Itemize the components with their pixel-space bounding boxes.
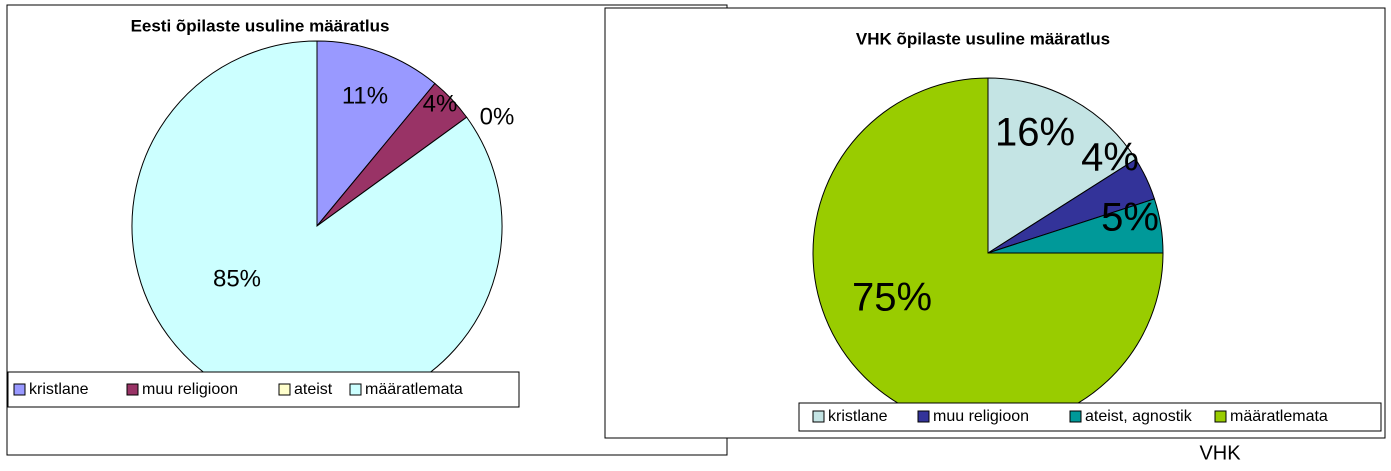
data-label: 16% <box>995 111 1075 155</box>
pie <box>812 77 1164 403</box>
pie <box>131 40 503 372</box>
legend-box <box>7 371 520 408</box>
legend-label: määratlemata <box>1230 408 1328 425</box>
legend-label: ateist, agnostik <box>1085 408 1193 425</box>
legend-label: ateist <box>294 381 333 398</box>
legend-label: muu religioon <box>933 408 1029 425</box>
data-label: 75% <box>852 276 932 320</box>
pie-slice <box>316 40 436 228</box>
pie-slice <box>131 40 503 372</box>
legend-label: määratlemata <box>365 381 463 398</box>
data-label: 11% <box>342 82 388 109</box>
data-label: 0% <box>480 103 515 130</box>
data-label: 4% <box>423 90 458 117</box>
pie-slice <box>812 77 1164 403</box>
legend-swatch <box>1069 410 1082 423</box>
chart-title: Eesti õpilaste usuline määratlus <box>131 16 390 35</box>
pie-slice <box>987 77 1137 254</box>
legend-label: muu religioon <box>142 381 238 398</box>
legend-swatch <box>349 383 362 396</box>
caption: VHK <box>1199 442 1241 464</box>
legend-swatch <box>13 383 26 396</box>
legend-swatch <box>278 383 291 396</box>
legend-swatch <box>812 410 825 423</box>
legend-swatch <box>917 410 930 423</box>
data-label: 4% <box>1081 136 1139 180</box>
legend-box <box>798 402 1382 432</box>
data-label: 85% <box>213 265 261 292</box>
legend-label: kristlane <box>29 381 89 398</box>
chart-title: VHK õpilaste usuline määratlus <box>856 29 1110 48</box>
data-label: 5% <box>1101 196 1159 240</box>
legend-swatch <box>1214 410 1227 423</box>
legend-swatch <box>126 383 139 396</box>
legend-label: kristlane <box>828 408 888 425</box>
